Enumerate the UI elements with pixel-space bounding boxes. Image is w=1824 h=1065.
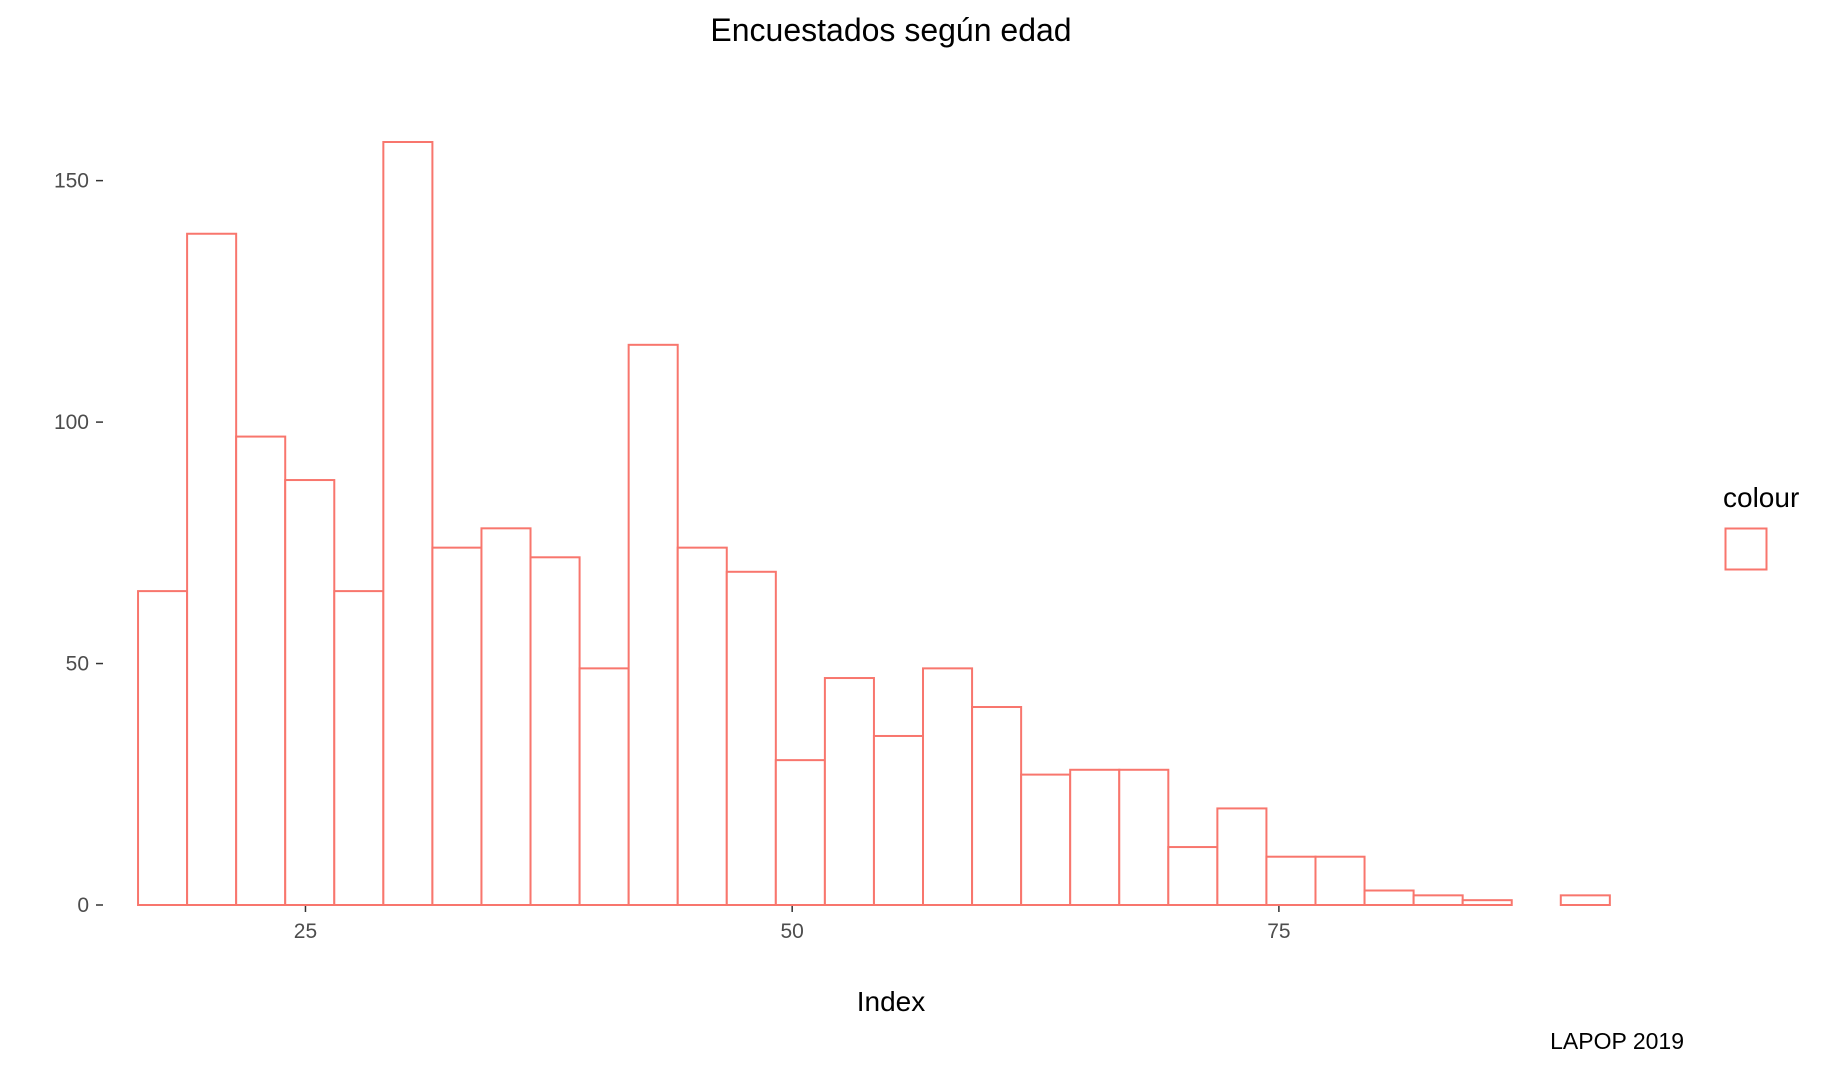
histogram-bar (137, 590, 189, 906)
x-axis-label: Index (857, 986, 926, 1017)
histogram-bar (823, 677, 875, 907)
histogram-bar (1265, 855, 1317, 907)
histogram-bar (971, 706, 1023, 907)
legend-key-swatch (1724, 527, 1768, 571)
histogram-bar (1069, 768, 1121, 907)
histogram-bar (431, 546, 483, 907)
histogram-bar (284, 479, 336, 906)
histogram-bar (529, 556, 581, 906)
histogram-bar (480, 527, 532, 907)
histogram-bar (676, 546, 728, 907)
histogram-bar (578, 667, 630, 906)
histogram-bar (627, 343, 679, 906)
histogram-bar (1118, 768, 1170, 907)
legend-title: colour (1723, 482, 1799, 513)
histogram-bar (1020, 773, 1072, 906)
histogram-bar (186, 232, 238, 906)
histogram-bar (1559, 894, 1611, 907)
y-tick-label: 150 (54, 170, 89, 193)
legend: colour (1723, 482, 1799, 571)
histogram-bar (1412, 894, 1464, 907)
histogram-bar (774, 759, 826, 906)
x-tick-label: 25 (294, 920, 317, 943)
histogram-bar (1314, 855, 1366, 907)
histogram-bars (137, 141, 1611, 907)
chart-title: Encuestados según edad (710, 12, 1071, 48)
histogram-bar (872, 734, 925, 906)
histogram-bar (382, 141, 434, 906)
chart-caption: LAPOP 2019 (1550, 1028, 1684, 1054)
y-tick-label: 0 (77, 894, 89, 917)
histogram-bar (1461, 899, 1513, 906)
y-axis: 0 50 100 150 (54, 170, 103, 917)
histogram-bar (1363, 889, 1415, 907)
x-axis: 25 50 75 (294, 905, 1291, 943)
x-tick-label: 50 (781, 920, 804, 943)
histogram-bar (1216, 807, 1268, 906)
histogram-bar (922, 667, 974, 906)
histogram-bar (333, 590, 385, 906)
y-tick-label: 50 (66, 653, 89, 676)
histogram-bar (235, 435, 287, 906)
y-tick-label: 100 (54, 411, 89, 434)
x-tick-label: 75 (1267, 920, 1290, 943)
histogram-bar (1167, 846, 1219, 906)
histogram-bar (725, 570, 777, 906)
